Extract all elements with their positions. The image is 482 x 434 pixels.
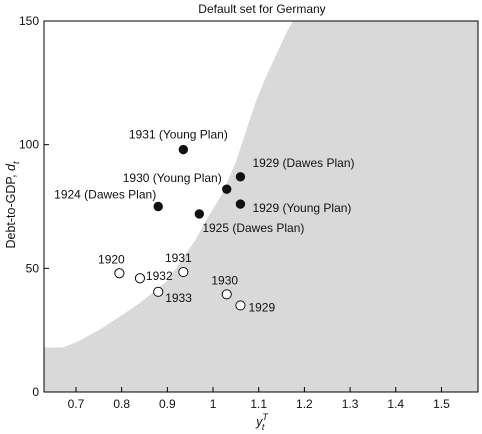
axes: 0.7 0.8 0.9 1 1.1 1.2 1.3 1.4 1.5 0 50 100 150 xyxy=(19,14,479,411)
x-tick-label: 0.9 xyxy=(159,397,176,411)
x-tick-label: 1.3 xyxy=(342,397,359,411)
filled-point xyxy=(222,184,232,194)
y-tick-label: 0 xyxy=(32,385,39,399)
open-point xyxy=(221,289,232,300)
x-tick-label: 0.7 xyxy=(68,397,85,411)
default-region-area xyxy=(44,21,478,392)
y-tick-label: 150 xyxy=(19,14,39,28)
default-set-region xyxy=(44,21,478,392)
x-tick-label: 1.5 xyxy=(433,397,450,411)
point-label: 1933 xyxy=(165,291,192,305)
x-tick-label: 1.2 xyxy=(296,397,313,411)
open-point xyxy=(114,268,125,279)
point-label: 1932 xyxy=(146,269,173,283)
point-label: 1929 xyxy=(248,300,275,314)
filled-point xyxy=(178,144,189,155)
x-tick-label: 1.4 xyxy=(387,397,404,411)
y-tick-label: 50 xyxy=(26,261,40,275)
point-label: 1924 (Dawes Plan) xyxy=(54,188,156,202)
y-axis-title: Debt-to-GDP, dt xyxy=(4,161,21,249)
filled-point xyxy=(235,199,246,209)
x-tick-label: 0.8 xyxy=(113,397,130,411)
point-label: 1931 (Young Plan) xyxy=(129,128,228,142)
y-tick-label: 100 xyxy=(19,138,39,152)
point-label: 1920 xyxy=(98,252,125,266)
open-point xyxy=(134,273,146,284)
point-label: 1929 (Dawes Plan) xyxy=(252,156,354,170)
point-label: 1929 (Young Plan) xyxy=(252,201,351,215)
point-label: 1931 xyxy=(165,251,192,265)
open-point xyxy=(153,286,164,297)
x-tick-label: 1.1 xyxy=(250,397,267,411)
x-axis-title: yT t xyxy=(255,412,269,432)
chart-title: Default set for Germany xyxy=(198,2,325,16)
open-point xyxy=(235,300,246,311)
point-label: 1930 xyxy=(211,273,238,287)
point-labels: 1931 (Young Plan) 1929 (Dawes Plan) 1930 (… xyxy=(54,128,354,315)
point-label: 1930 (Young Plan) xyxy=(123,171,222,185)
open-point xyxy=(178,266,189,278)
filled-point xyxy=(194,209,205,219)
filled-point xyxy=(153,201,163,212)
data-points xyxy=(114,144,246,311)
x-tick-label: 1 xyxy=(210,397,217,411)
filled-point xyxy=(235,172,246,182)
point-label: 1925 (Dawes Plan) xyxy=(202,221,304,235)
plot-frame xyxy=(43,20,479,393)
